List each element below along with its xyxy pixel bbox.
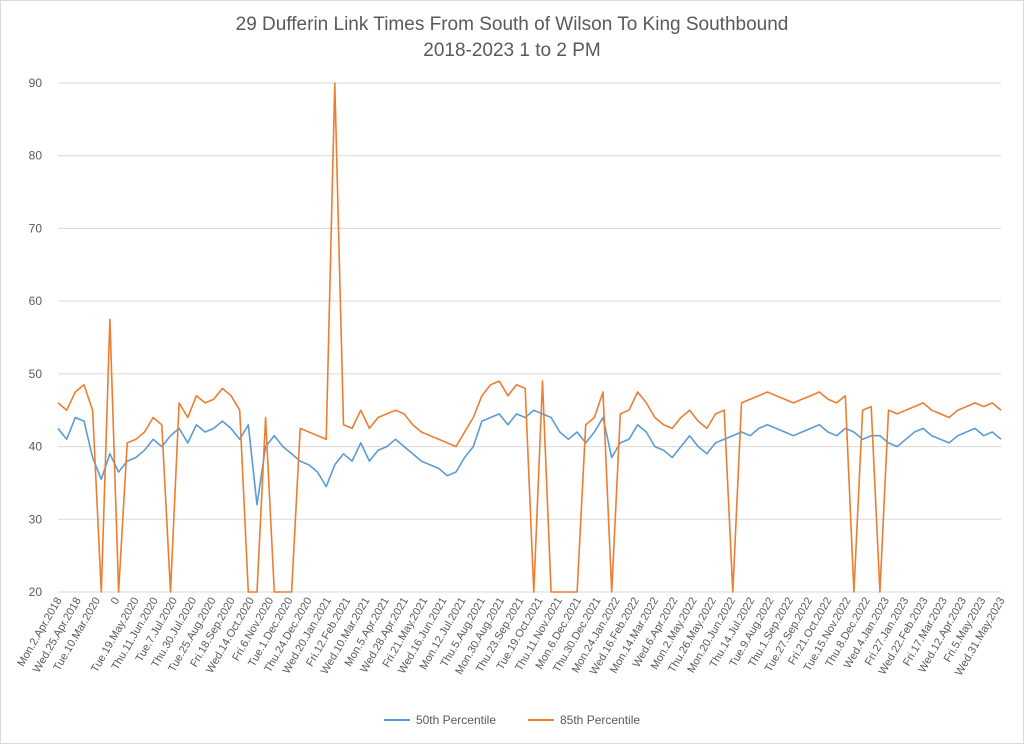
chart-title: 29 Dufferin Link Times From South of Wil… — [235, 14, 789, 35]
legend-swatch-50th — [383, 719, 410, 721]
y-tick-label: 30 — [29, 512, 43, 526]
y-tick-label: 90 — [29, 76, 43, 90]
legend-label-50th: 50th Percentile — [415, 713, 496, 727]
series-line-85th — [57, 82, 1002, 593]
legend-item-50th: 50th Percentile — [383, 713, 496, 727]
legend-label-85th: 85th Percentile — [560, 713, 641, 727]
y-tick-label: 20 — [29, 585, 43, 599]
y-tick-label: 80 — [29, 149, 43, 163]
legend-item-85th: 85th Percentile — [528, 713, 640, 727]
y-tick-label: 60 — [29, 294, 43, 308]
y-tick-label: 70 — [29, 221, 43, 235]
y-tick-label: 40 — [29, 440, 43, 454]
chart-legend: 50th Percentile 85th Percentile — [0, 713, 1024, 727]
legend-swatch-85th — [528, 719, 554, 721]
chart-subtitle: 2018-2023 1 to 2 PM — [423, 40, 601, 61]
series-line-50th — [57, 409, 1002, 506]
x-tick-label: 0 — [109, 596, 122, 607]
y-tick-label: 50 — [29, 367, 43, 381]
